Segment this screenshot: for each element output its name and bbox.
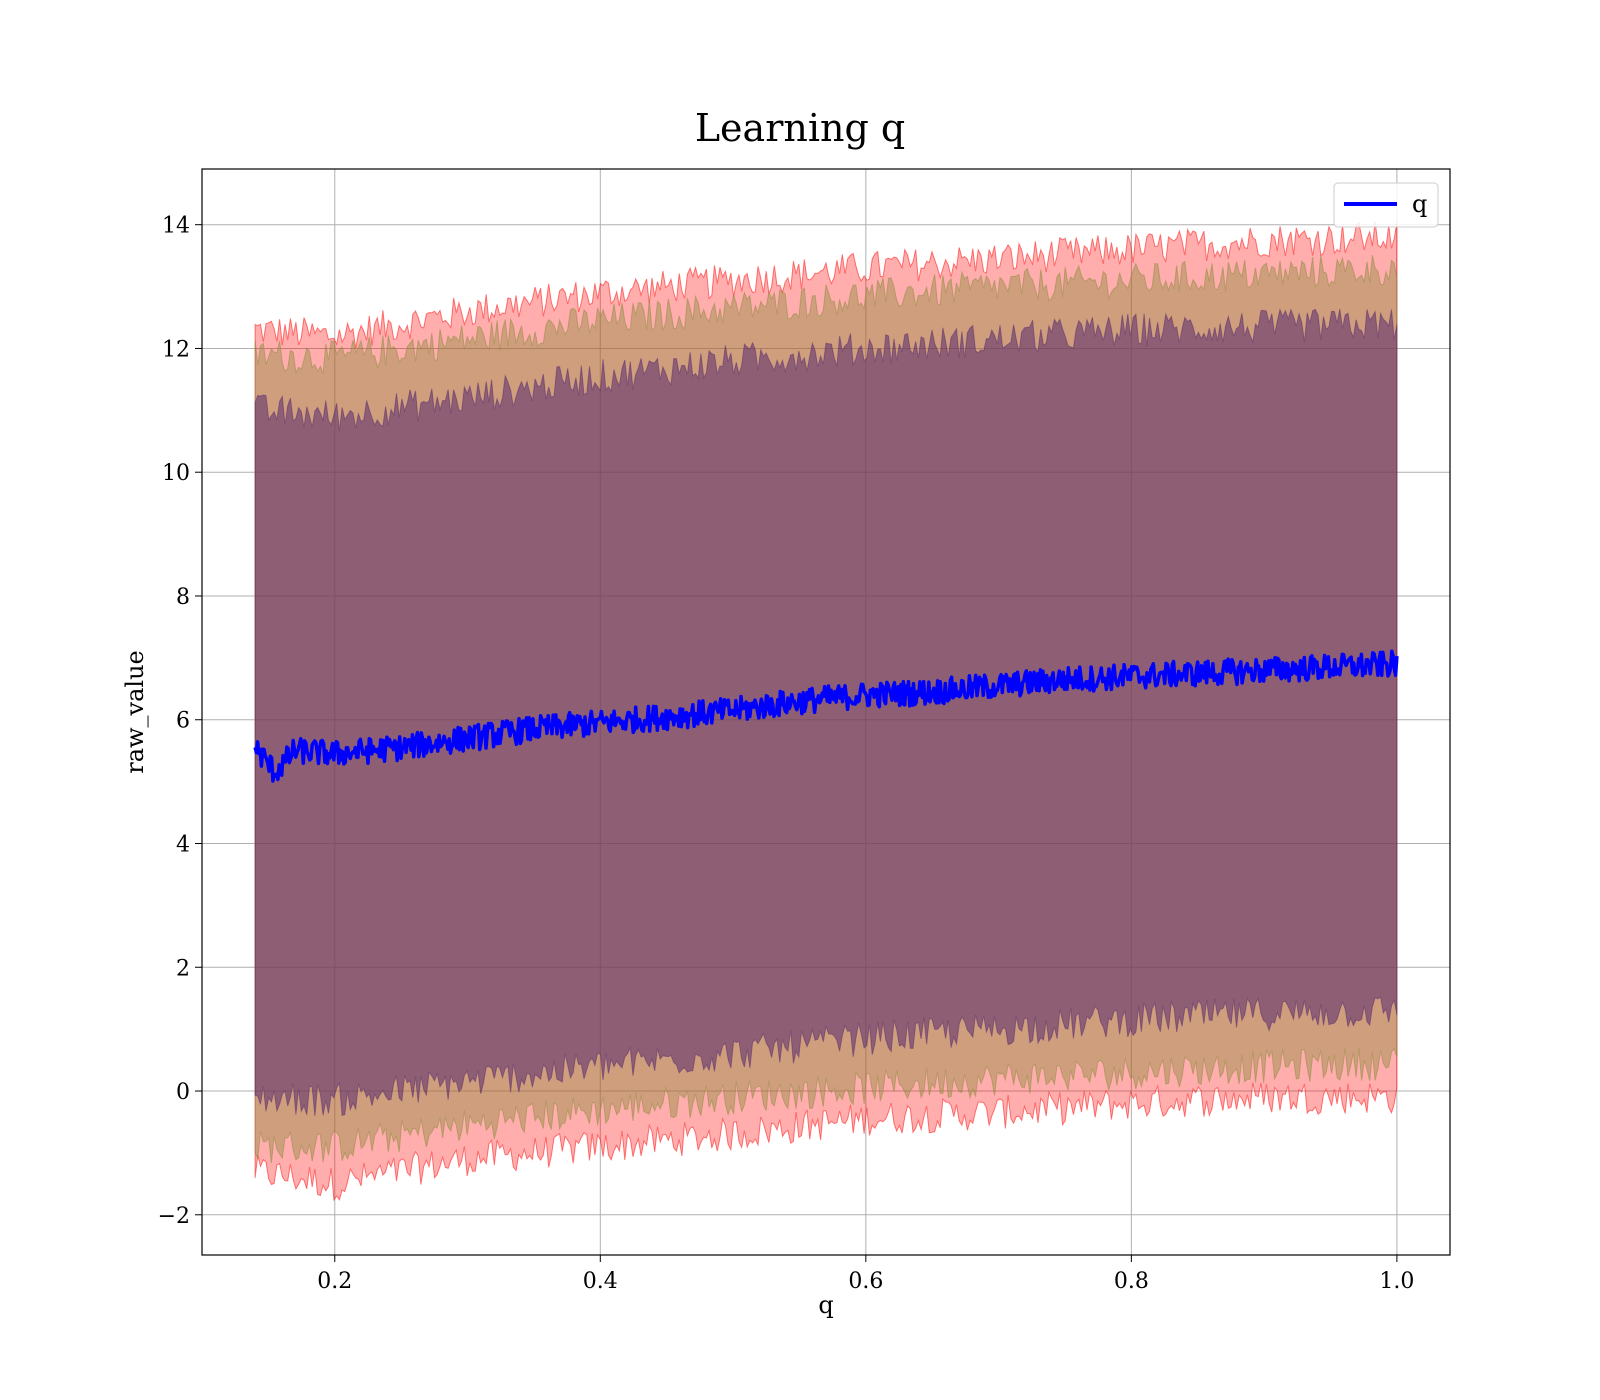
series-lines: [253, 649, 1399, 783]
y-tick-label-3: 4: [176, 832, 190, 857]
x-tick-label-2: 0.6: [848, 1269, 883, 1294]
legend: q: [1333, 182, 1439, 228]
confidence-bands: [254, 221, 1398, 1202]
x-tick-label-3: 0.8: [1114, 1269, 1149, 1294]
chart-title: Learning q: [695, 106, 905, 150]
x-tick-label-1: 0.4: [583, 1269, 618, 1294]
y-tick-label-2: 2: [176, 956, 190, 981]
y-tick-label-0: −2: [158, 1204, 190, 1229]
legend-label-q: q: [1412, 190, 1427, 218]
x-axis-title: q: [818, 1291, 833, 1319]
y-axis-ticks: −2 0 2 4 6 8 10 12 14: [158, 214, 202, 1229]
series-line-q: [253, 649, 1399, 783]
y-tick-label-5: 8: [176, 585, 190, 610]
y-tick-label-6: 10: [162, 461, 190, 486]
y-tick-label-1: 0: [176, 1080, 190, 1105]
band-inner: [254, 307, 1398, 1117]
x-tick-label-0: 0.2: [317, 1269, 352, 1294]
y-tick-label-4: 6: [176, 709, 190, 734]
plot-frame: [201, 168, 1451, 1256]
y-axis-title: raw_value: [121, 650, 149, 774]
x-axis-ticks: 0.2 0.4 0.6 0.8 1.0: [317, 1255, 1414, 1294]
y-tick-label-7: 12: [162, 337, 190, 362]
x-tick-label-4: 1.0: [1379, 1269, 1414, 1294]
y-tick-label-8: 14: [162, 214, 190, 239]
